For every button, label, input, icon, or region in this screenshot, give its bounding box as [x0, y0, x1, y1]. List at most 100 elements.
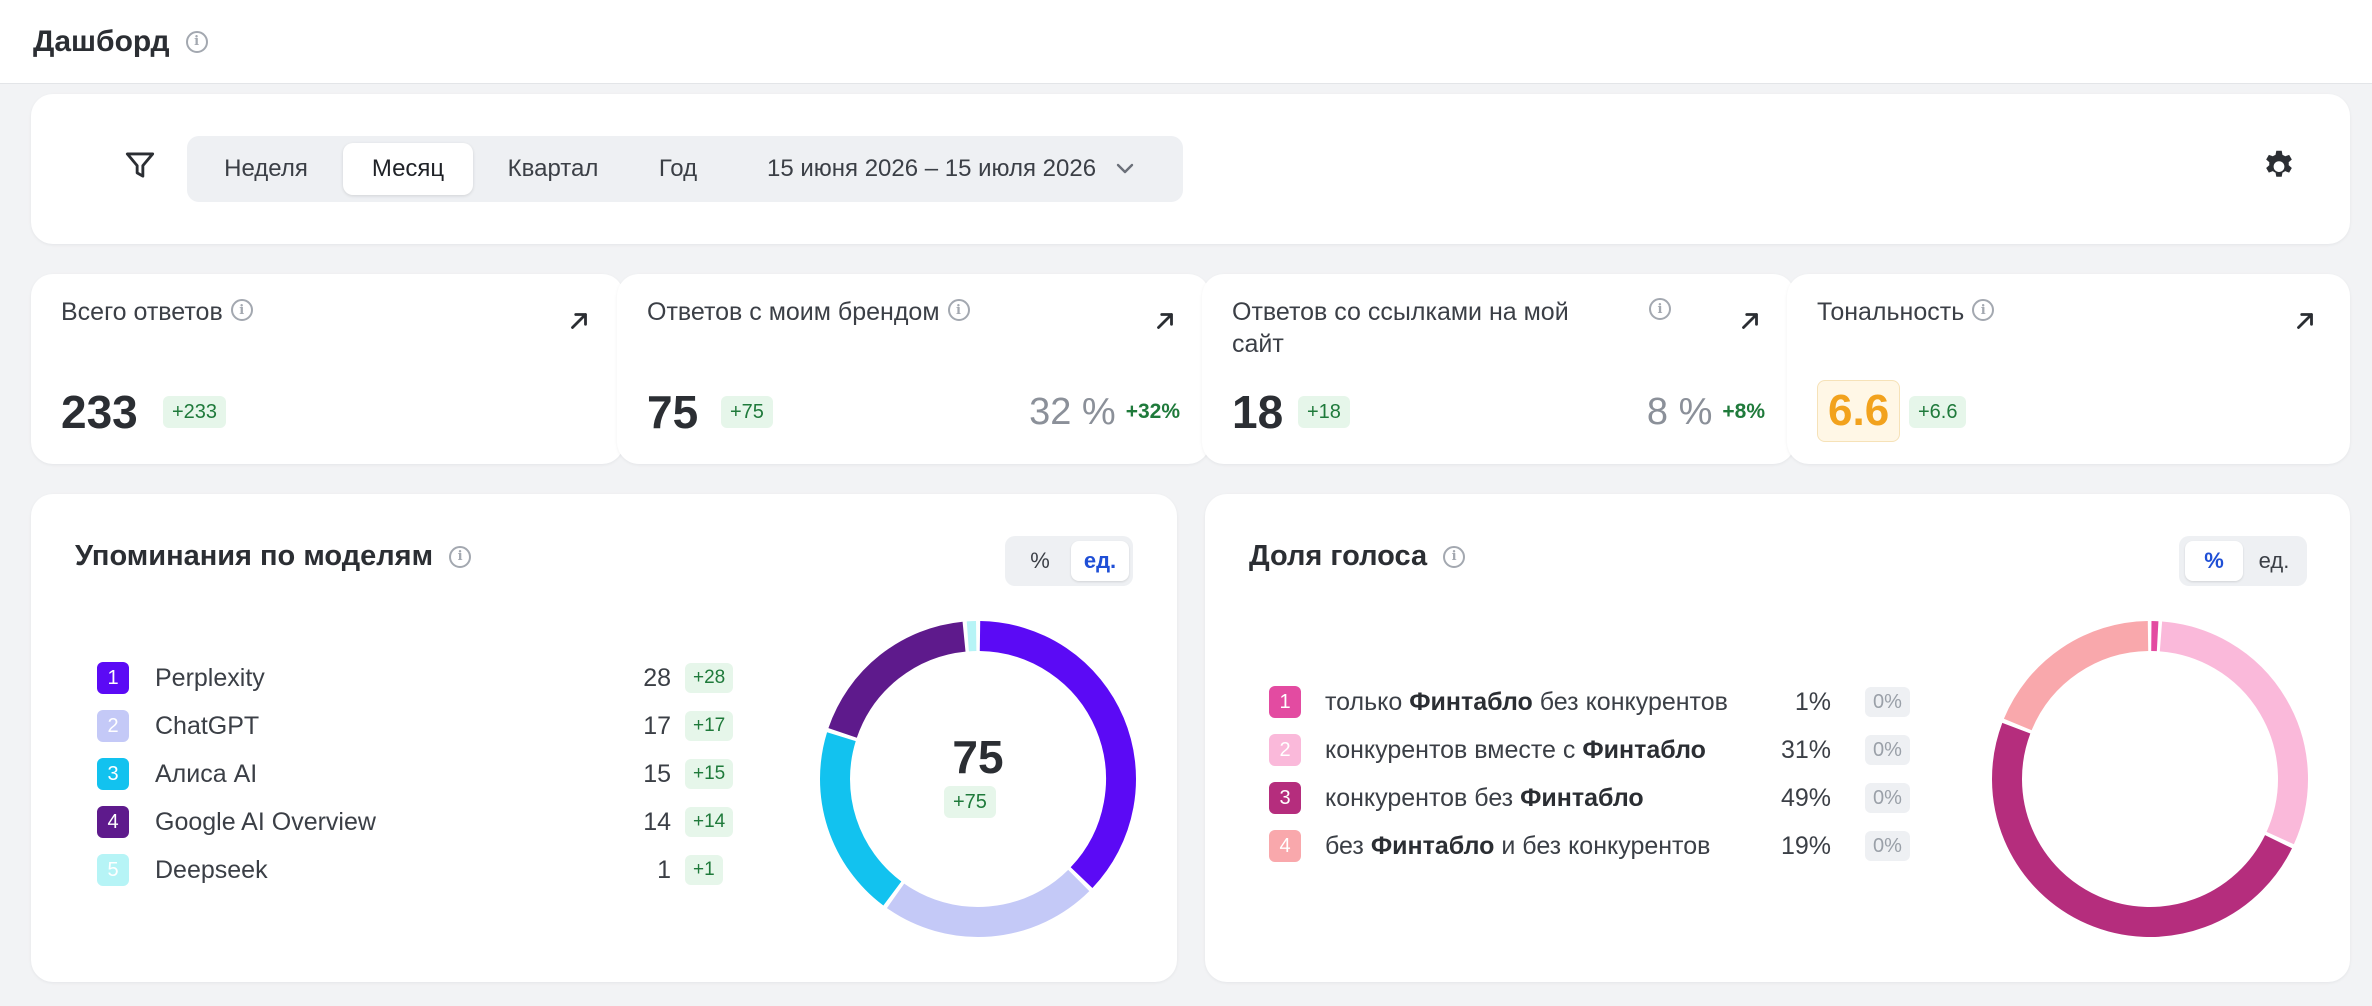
- mention-delta: +17: [685, 711, 734, 741]
- metric-value: 75: [647, 386, 699, 438]
- brand-name: Финтабло: [1370, 831, 1495, 860]
- period-week-tab[interactable]: Неделя: [224, 155, 308, 182]
- arrow-up-right-icon[interactable]: [1737, 308, 1763, 334]
- info-icon[interactable]: i: [1972, 299, 1995, 321]
- tonality-value: 6.6: [1817, 380, 1901, 442]
- rank-badge: 1: [97, 662, 129, 694]
- donut-total-delta: +75: [944, 786, 996, 818]
- date-range-label: 15 июня 2026 – 15 июля 2026: [767, 155, 1097, 182]
- metric-title-line: сайт: [1232, 330, 1284, 358]
- delta-badge: +18: [1298, 396, 1350, 428]
- percent-toggle-option[interactable]: %: [1030, 548, 1050, 573]
- metric-title-text: Ответов со ссылками на мой сайт: [1232, 296, 1569, 360]
- mention-delta: +28: [685, 663, 734, 693]
- voice-donut-chart: [1992, 621, 2308, 937]
- voice-delta: 0%: [1865, 687, 1910, 717]
- model-name: Алиса AI: [155, 759, 258, 788]
- voice-percent: 19%: [1780, 832, 1831, 860]
- legend-row: 3 Алиса AI: [97, 756, 257, 792]
- arrow-up-right-icon[interactable]: [1152, 308, 1178, 334]
- card-title: Упоминания по моделям i: [75, 540, 472, 573]
- donut-segment-2[interactable]: [886, 869, 1090, 937]
- mentions-by-models-card: Упоминания по моделям i % ед. 1 Perplexit…: [31, 494, 1177, 982]
- voice-percent: 49%: [1780, 784, 1831, 812]
- metric-title: Всего ответов i: [61, 296, 253, 328]
- metric-share-delta: +8%: [1722, 400, 1765, 423]
- period-selector: Неделя Месяц Квартал Год 15 июня 2026 – …: [187, 136, 1183, 202]
- share-of-voice-card: Доля голоса i % ед. 1 только Финтабло без…: [1205, 494, 2350, 982]
- metric-title: Тональность i: [1817, 296, 1995, 328]
- voice-delta: 0%: [1865, 783, 1910, 813]
- info-icon[interactable]: i: [947, 299, 970, 321]
- donut-segment-4[interactable]: [828, 621, 966, 739]
- brand-name: Финтабло: [1409, 687, 1533, 716]
- info-icon[interactable]: i: [1443, 545, 1466, 568]
- metric-share: 8 % +8%: [1647, 386, 1765, 438]
- voice-segment-label: конкурентов вместе с Финтабло: [1325, 736, 1706, 765]
- mention-count: 14: [643, 808, 671, 836]
- legend-row: 1 Perplexity: [97, 660, 265, 696]
- chevron-down-icon: [1116, 163, 1134, 174]
- info-icon[interactable]: i: [1649, 298, 1671, 320]
- voice-percent: 31%: [1780, 736, 1831, 764]
- donut-segment-3[interactable]: [1992, 722, 2293, 937]
- voice-delta: 0%: [1865, 735, 1910, 765]
- legend-row: 2 конкурентов вместе с Финтабло: [1269, 732, 1706, 768]
- model-name: Perplexity: [155, 663, 265, 692]
- brand-name: Финтабло: [1520, 783, 1644, 812]
- delta-badge: +6.6: [1909, 396, 1967, 428]
- units-toggle-option[interactable]: ед.: [2258, 548, 2290, 573]
- legend-row: 5 Deepseek: [97, 852, 268, 888]
- metric-title-text: Всего ответов: [61, 298, 223, 326]
- voice-delta: 0%: [1865, 831, 1910, 861]
- units-toggle-option[interactable]: ед.: [1071, 541, 1129, 581]
- donut-segment-2[interactable]: [2159, 621, 2308, 845]
- percent-toggle-option[interactable]: %: [2185, 541, 2243, 581]
- label-text: без: [1325, 831, 1371, 860]
- metric-title-text: Ответов с моим брендом: [647, 298, 940, 326]
- label-text: и без конкурентов: [1494, 831, 1711, 860]
- label-text: конкурентов вместе с: [1325, 735, 1583, 764]
- card-title-text: Доля голоса: [1249, 540, 1428, 572]
- voice-segment-label: без Финтабло и без конкурентов: [1325, 832, 1710, 861]
- mention-count: 17: [643, 712, 671, 740]
- page-title: Дашборд: [33, 24, 170, 58]
- unit-toggle: % ед.: [2179, 536, 2307, 586]
- donut-segment-3[interactable]: [820, 732, 902, 906]
- delta-badge: +75: [721, 396, 773, 428]
- metric-title-text: Тональность: [1817, 298, 1965, 326]
- rank-badge: 2: [97, 710, 129, 742]
- label-text: только: [1325, 687, 1410, 716]
- metric-share: 32 % +32%: [1029, 386, 1180, 438]
- mentions-donut-chart: [820, 621, 1136, 937]
- arrow-up-right-icon[interactable]: [566, 308, 592, 334]
- info-icon[interactable]: i: [449, 545, 472, 568]
- donut-segment-1[interactable]: [979, 621, 1136, 888]
- rank-badge: 3: [97, 758, 129, 790]
- donut-segment-4[interactable]: [2003, 621, 2149, 731]
- voice-segment-label: конкурентов без Финтабло: [1325, 784, 1644, 813]
- period-month-tab[interactable]: Месяц: [343, 143, 473, 195]
- metric-share-delta: +32%: [1125, 400, 1180, 423]
- metric-value: 18: [1232, 386, 1284, 438]
- filter-icon[interactable]: [121, 146, 159, 184]
- period-quarter-tab[interactable]: Квартал: [507, 155, 599, 182]
- info-icon[interactable]: i: [185, 30, 208, 53]
- info-icon[interactable]: i: [230, 299, 253, 321]
- metric-value: 233: [61, 386, 138, 438]
- metric-total-answers: Всего ответов i 233 +233: [31, 274, 624, 464]
- period-year-tab[interactable]: Год: [658, 155, 698, 182]
- metric-tonality: Тональность i 6.6 +6.6: [1787, 274, 2350, 464]
- model-name: ChatGPT: [155, 711, 260, 740]
- model-name: Deepseek: [155, 855, 268, 884]
- legend-row: 4 без Финтабло и без конкурентов: [1269, 828, 1710, 864]
- metric-title: Ответов со ссылками на мой сайт: [1232, 296, 1632, 360]
- gear-icon[interactable]: [2260, 146, 2298, 184]
- metric-title-line: Ответов со ссылками на мой: [1232, 298, 1569, 326]
- mention-count: 1: [657, 856, 671, 884]
- arrow-up-right-icon[interactable]: [2292, 308, 2318, 334]
- label-text: без конкурентов: [1532, 687, 1728, 716]
- rank-badge: 5: [97, 854, 129, 886]
- brand-name: Финтабло: [1582, 735, 1706, 764]
- date-range-picker[interactable]: 15 июня 2026 – 15 июля 2026: [767, 143, 1167, 195]
